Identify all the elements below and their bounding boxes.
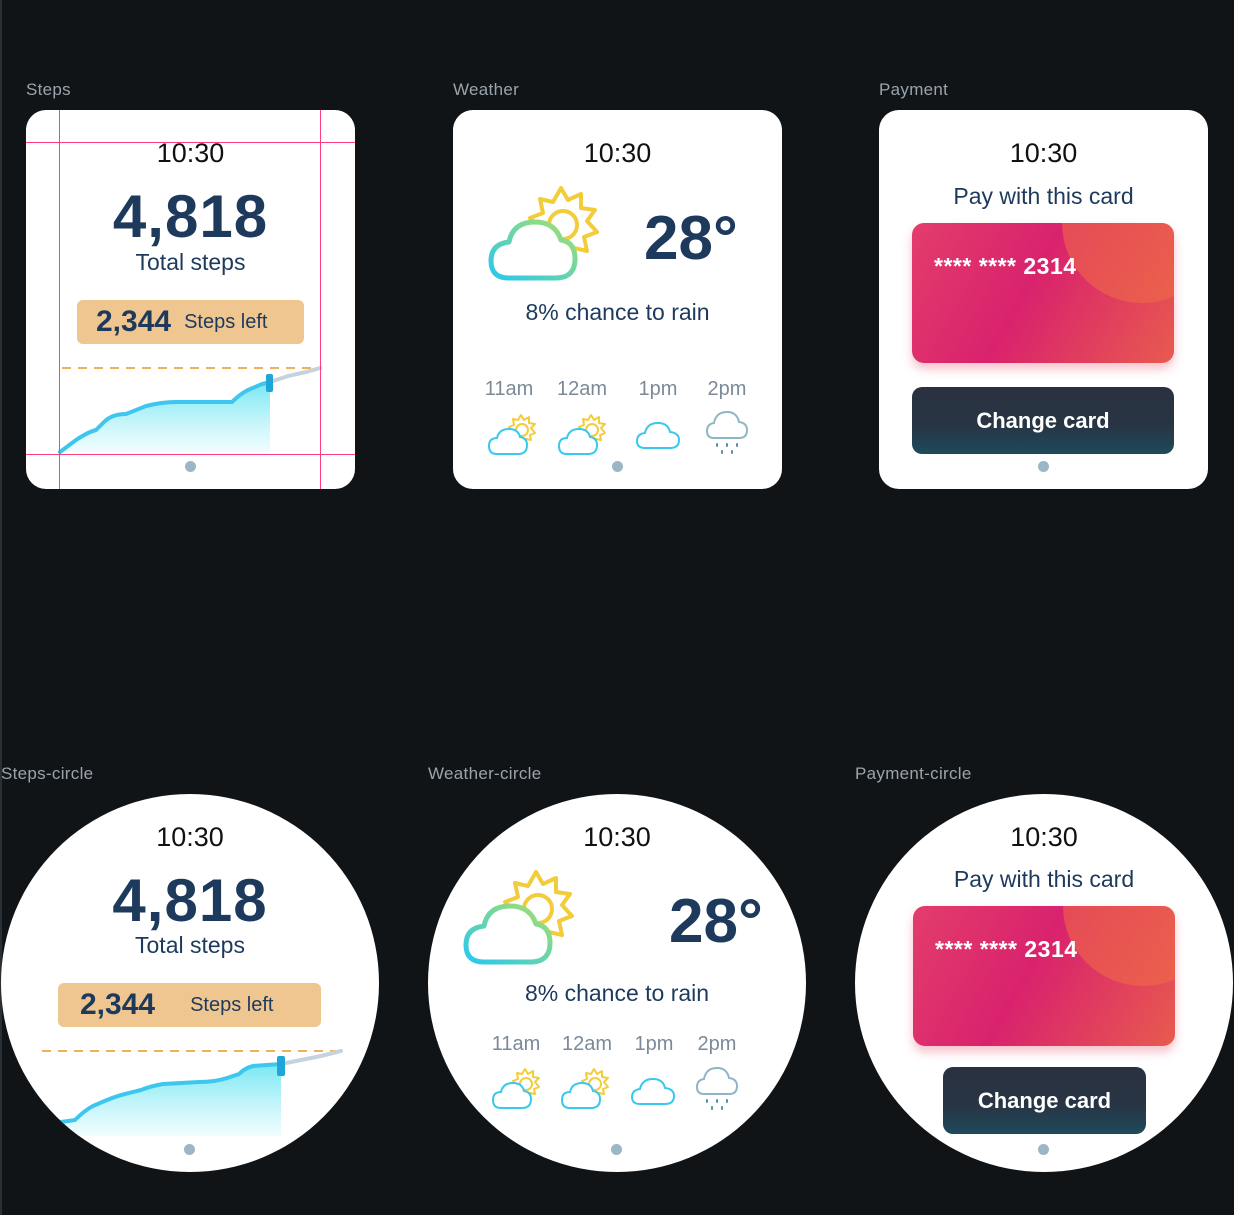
- partly-sunny-icon: [488, 186, 599, 281]
- partly-sunny-icon: [491, 1068, 540, 1109]
- steps-area: [61, 1064, 281, 1136]
- steps-left-value: 2,344: [80, 988, 156, 1021]
- time: 10:30: [583, 822, 651, 852]
- guide-line-top: [26, 142, 355, 143]
- temperature: 28°: [669, 887, 763, 956]
- steps-left-badge: 2,344 Steps left: [77, 300, 304, 344]
- frame-label-steps: Steps: [26, 80, 71, 99]
- partly-sunny-icon: [463, 870, 574, 965]
- partly-sunny-icon: [560, 1068, 609, 1109]
- page-indicator-dot[interactable]: [185, 461, 196, 472]
- guide-line-bottom: [26, 454, 355, 455]
- weather-circle-watch-face: 10:30 28° 8% chance to rain 11am 12am 1p…: [428, 794, 806, 1172]
- hour-label: 12am: [556, 378, 608, 400]
- steps-watch-face: 10:30 4,818 Total steps 2,344 Steps left: [26, 110, 355, 489]
- temperature: 28°: [644, 204, 738, 273]
- steps-circle-watch-face: 10:30 4,818 Total steps 2,344 Steps left: [1, 794, 379, 1172]
- frame-label-payment: Payment: [879, 80, 949, 99]
- hour-label: 11am: [484, 378, 534, 400]
- payment-title: Pay with this card: [953, 183, 1134, 209]
- time: 10:30: [156, 822, 224, 852]
- rain-chance: 8% chance to rain: [524, 980, 710, 1006]
- page-indicator-dot[interactable]: [611, 1144, 622, 1155]
- card-decoration: [1062, 223, 1174, 303]
- frame-label-steps-circle: Steps-circle: [1, 764, 94, 783]
- hour-label: 1pm: [638, 378, 678, 400]
- card-decoration: [1063, 906, 1175, 986]
- steps-chart: [42, 1049, 343, 1136]
- total-steps-value: 4,818: [112, 867, 268, 934]
- guide-line-right: [320, 110, 321, 489]
- hour-label: 1pm: [634, 1033, 674, 1055]
- rain-icon: [705, 410, 749, 454]
- time: 10:30: [1009, 138, 1078, 168]
- total-steps-value: 4,818: [112, 183, 269, 250]
- weather-watch-face: 10:30 28° 8% chance to rain 11am 12am 1p…: [453, 110, 782, 489]
- total-steps-label: Total steps: [135, 932, 245, 958]
- card-number: **** **** 2314: [935, 936, 1078, 962]
- payment-circle-watch-face: 10:30 Pay with this card **** **** 2314 …: [855, 794, 1233, 1172]
- guide-line-left: [59, 110, 60, 489]
- projected-line: [268, 366, 322, 384]
- page-indicator-dot[interactable]: [184, 1144, 195, 1155]
- steps-chart: [58, 366, 322, 454]
- hour-label: 2pm: [707, 378, 747, 400]
- time: 10:30: [156, 138, 225, 168]
- frame-label-payment-circle: Payment-circle: [855, 764, 972, 783]
- steps-line: [58, 380, 272, 454]
- card-number: **** **** 2314: [934, 253, 1077, 279]
- steps-left-label: Steps left: [184, 310, 268, 333]
- hour-label: 2pm: [697, 1033, 737, 1055]
- total-steps-label: Total steps: [135, 249, 246, 275]
- change-card-button[interactable]: Change card: [912, 387, 1174, 454]
- credit-card[interactable]: **** **** 2314: [912, 223, 1174, 363]
- time: 10:30: [583, 138, 652, 168]
- cloud-icon: [635, 421, 681, 449]
- page-indicator-dot[interactable]: [612, 461, 623, 472]
- time: 10:30: [1010, 822, 1078, 852]
- current-marker: [277, 1056, 285, 1076]
- partly-sunny-icon: [487, 414, 536, 455]
- hour-label: 11am: [491, 1033, 541, 1055]
- partly-sunny-icon: [557, 414, 606, 455]
- steps-left-label: Steps left: [190, 993, 274, 1016]
- page-indicator-dot[interactable]: [1038, 1144, 1049, 1155]
- hour-label: 12am: [561, 1033, 613, 1055]
- frame-label-weather-circle: Weather-circle: [428, 764, 542, 783]
- frame-label-weather: Weather: [453, 80, 520, 99]
- steps-area: [60, 382, 270, 452]
- steps-line: [59, 1062, 283, 1124]
- page-indicator-dot[interactable]: [1038, 461, 1049, 472]
- rain-chance: 8% chance to rain: [525, 299, 710, 325]
- payment-watch-face: 10:30 Pay with this card **** **** 2314 …: [879, 110, 1208, 489]
- rain-icon: [695, 1066, 739, 1110]
- projected-line: [279, 1049, 343, 1066]
- change-card-button[interactable]: Change card: [943, 1067, 1146, 1134]
- cloud-icon: [630, 1077, 676, 1105]
- canvas-edge: [0, 0, 2, 1215]
- credit-card[interactable]: **** **** 2314: [913, 906, 1175, 1046]
- steps-left-badge: 2,344 Steps left: [58, 983, 321, 1027]
- payment-title: Pay with this card: [953, 866, 1135, 892]
- steps-left-value: 2,344: [96, 305, 172, 338]
- current-marker: [266, 374, 273, 392]
